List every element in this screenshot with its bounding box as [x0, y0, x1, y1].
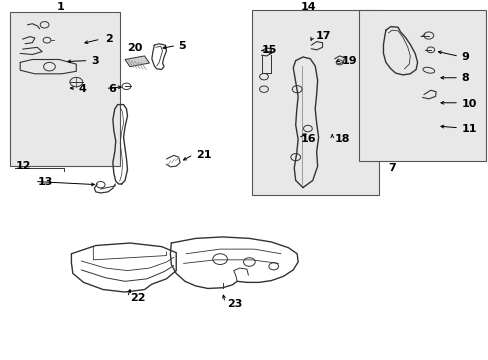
Text: 19: 19: [341, 55, 357, 66]
Text: 16: 16: [300, 134, 316, 144]
Text: 14: 14: [300, 2, 316, 12]
Text: 20: 20: [127, 43, 142, 53]
Text: 13: 13: [37, 177, 53, 187]
Text: 6: 6: [108, 84, 116, 94]
Text: 17: 17: [315, 31, 330, 41]
Text: 7: 7: [387, 163, 395, 173]
Bar: [358, 10, 485, 161]
Text: 9: 9: [461, 52, 468, 62]
Text: 22: 22: [130, 293, 145, 303]
Text: 10: 10: [461, 99, 476, 108]
Text: 11: 11: [461, 123, 476, 134]
Text: 23: 23: [227, 299, 243, 309]
Text: 1: 1: [57, 2, 64, 12]
Text: 18: 18: [334, 134, 349, 144]
Text: 3: 3: [91, 55, 98, 66]
Text: 8: 8: [461, 73, 468, 84]
Text: 4: 4: [79, 84, 86, 94]
Polygon shape: [125, 56, 149, 67]
Text: 5: 5: [178, 41, 186, 51]
Bar: [251, 10, 378, 195]
Text: 12: 12: [15, 161, 31, 171]
Text: 15: 15: [261, 45, 276, 55]
Text: 21: 21: [195, 150, 211, 160]
Text: 2: 2: [105, 34, 113, 44]
Bar: [10, 12, 120, 166]
